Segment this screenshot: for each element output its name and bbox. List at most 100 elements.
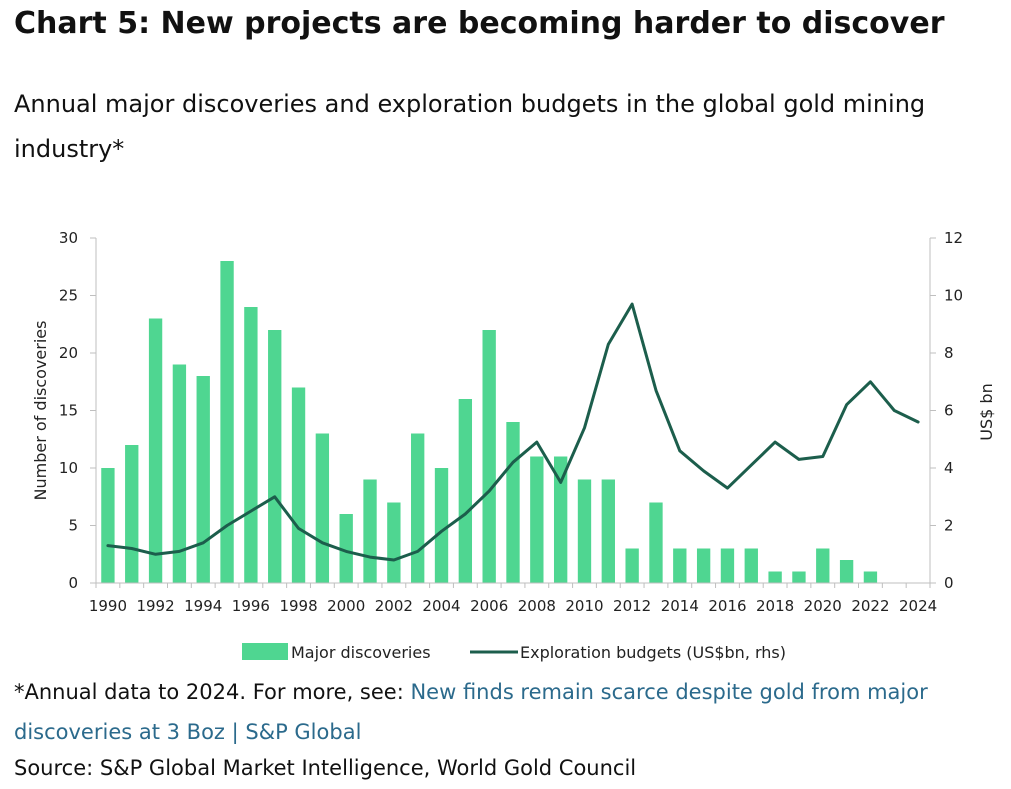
bar-2020 xyxy=(816,548,830,583)
line-point-2010 xyxy=(583,426,586,429)
line-point-2023 xyxy=(893,409,896,412)
left-tick-label: 30 xyxy=(59,229,78,247)
right-tick-label: 10 xyxy=(944,287,963,305)
line-point-2014 xyxy=(678,449,681,452)
bar-2012 xyxy=(625,548,639,583)
bar-2004 xyxy=(434,468,449,583)
bar-1996 xyxy=(244,307,258,583)
bar-2002 xyxy=(387,502,401,583)
left-tick-label: 15 xyxy=(59,402,78,420)
x-tick-label: 2022 xyxy=(851,597,889,615)
line-point-1990 xyxy=(106,544,110,547)
bar-2010 xyxy=(577,479,592,583)
left-tick-label: 5 xyxy=(68,517,78,535)
line-point-2022 xyxy=(869,380,872,383)
x-tick-label: 2020 xyxy=(804,597,842,615)
line-point-1993 xyxy=(178,550,181,553)
bar-1995 xyxy=(220,261,234,583)
line-point-2008 xyxy=(535,440,539,444)
line-point-2005 xyxy=(464,512,467,516)
x-tick-label: 2014 xyxy=(661,597,699,615)
bar-2011 xyxy=(601,479,615,583)
line-point-2011 xyxy=(607,343,610,346)
x-tick-label: 1996 xyxy=(232,597,270,615)
line-point-1992 xyxy=(154,553,157,556)
x-tick-label: 2004 xyxy=(422,597,460,615)
legend: Major discoveries Exploration budgets (US… xyxy=(242,643,786,662)
line-point-2013 xyxy=(654,389,658,392)
line-point-2007 xyxy=(511,461,515,464)
line-point-2009 xyxy=(559,481,562,484)
x-tick-label: 2018 xyxy=(756,597,794,615)
bar-2015 xyxy=(696,548,711,583)
bar-2016 xyxy=(720,548,735,583)
line-point-2016 xyxy=(726,486,729,490)
line-point-2002 xyxy=(392,558,396,562)
bar-series-major-discoveries xyxy=(101,261,878,583)
left-tick-label: 10 xyxy=(59,459,78,477)
right-axis-title: US$ bn xyxy=(977,383,996,440)
line-point-2012 xyxy=(630,302,634,306)
line-point-2018 xyxy=(773,440,777,444)
footnote-link[interactable]: New finds remain scarce despite gold fro… xyxy=(14,680,928,744)
legend-label-budgets: Exploration budgets (US$bn, rhs) xyxy=(520,643,786,662)
right-tick-label: 2 xyxy=(944,517,954,535)
bar-2007 xyxy=(506,422,520,583)
bar-2021 xyxy=(839,560,854,583)
line-point-1991 xyxy=(130,547,133,550)
right-tick-label: 4 xyxy=(944,459,954,477)
line-point-2006 xyxy=(487,489,491,493)
line-point-1999 xyxy=(321,541,324,544)
left-axis-title: Number of discoveries xyxy=(31,321,50,501)
line-point-2020 xyxy=(821,455,824,458)
right-tick-label: 12 xyxy=(944,229,963,247)
bar-2006 xyxy=(482,330,496,583)
footnote: *Annual data to 2024. For more, see: New… xyxy=(14,672,994,752)
line-point-2024 xyxy=(916,420,920,424)
line-point-2001 xyxy=(368,555,372,559)
footnote-text: *Annual data to 2024. For more, see: xyxy=(14,680,411,704)
bar-1990 xyxy=(101,468,115,583)
line-point-2019 xyxy=(797,458,801,461)
x-tick-label: 2024 xyxy=(899,597,937,615)
bar-2003 xyxy=(411,433,425,583)
x-tick-label: 2008 xyxy=(518,597,556,615)
bar-1991 xyxy=(125,445,139,583)
x-tick-label: 2010 xyxy=(565,597,603,615)
bar-1993 xyxy=(172,364,187,583)
bar-1999 xyxy=(315,433,330,583)
bar-1998 xyxy=(291,387,306,583)
chart-title: Chart 5: New projects are becoming harde… xyxy=(14,6,945,41)
bar-1992 xyxy=(148,318,163,583)
legend-label-discoveries: Major discoveries xyxy=(291,643,431,662)
line-point-1994 xyxy=(202,541,205,544)
bar-2013 xyxy=(649,502,663,583)
line-point-1998 xyxy=(297,527,300,530)
bar-2017 xyxy=(744,548,758,583)
bar-2005 xyxy=(458,399,473,583)
x-tick-label: 2012 xyxy=(613,597,651,615)
bar-2014 xyxy=(673,548,687,583)
left-tick-label: 20 xyxy=(59,344,78,362)
line-point-2017 xyxy=(750,463,753,467)
bar-2001 xyxy=(363,479,377,583)
bar-2019 xyxy=(792,571,806,583)
bar-1997 xyxy=(268,330,282,583)
line-point-2000 xyxy=(345,550,348,553)
bar-2000 xyxy=(339,514,353,583)
right-tick-label: 0 xyxy=(944,574,954,592)
bar-2009 xyxy=(553,456,568,583)
bar-2018 xyxy=(768,571,782,583)
left-tick-label: 25 xyxy=(59,287,78,305)
right-tick-label: 6 xyxy=(944,402,954,420)
line-point-1997 xyxy=(273,495,276,498)
source-note: Source: S&P Global Market Intelligence, … xyxy=(14,756,637,780)
x-tick-label: 2006 xyxy=(470,597,508,615)
line-point-1996 xyxy=(249,509,253,513)
x-tick-label: 1998 xyxy=(279,597,317,615)
left-tick-label: 0 xyxy=(68,574,78,592)
x-tick-label: 1990 xyxy=(89,597,127,615)
chart-subtitle: Annual major discoveries and exploration… xyxy=(14,90,926,163)
line-series-exploration-budgets xyxy=(106,302,920,562)
legend-bar-swatch xyxy=(242,643,288,660)
